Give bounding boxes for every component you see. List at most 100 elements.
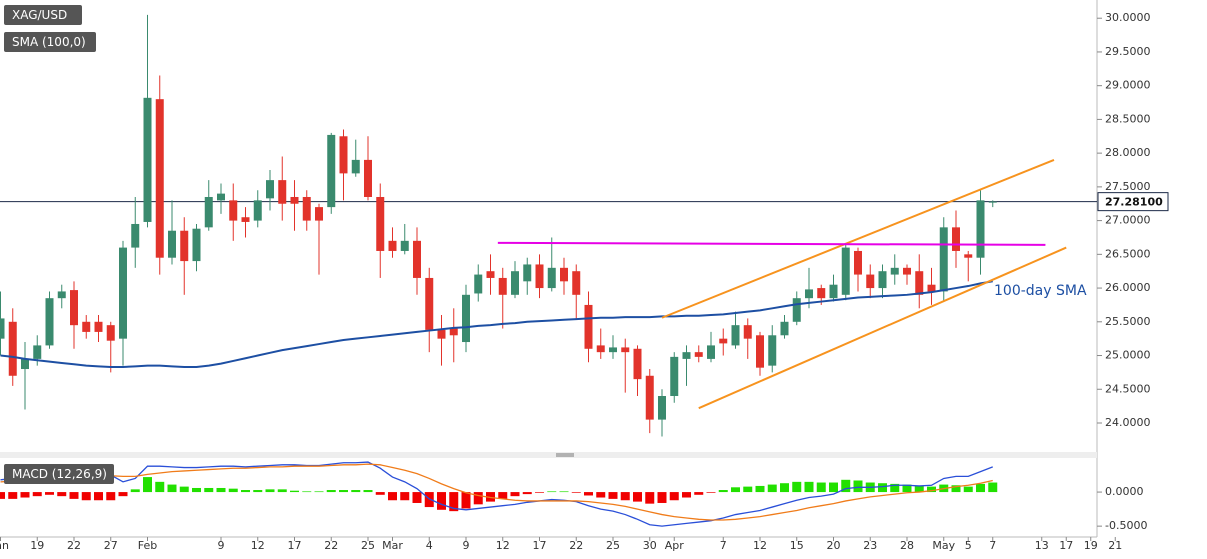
candle-body [253,200,262,221]
candle-body [633,348,642,380]
x-tick-label: 27 [104,539,118,552]
y-tick-label: 27.0000 [1105,214,1151,227]
histogram-bar [216,487,226,493]
candle-body [596,345,605,353]
x-tick-label: May [932,539,955,552]
x-tick-label: 20 [827,539,841,552]
histogram-bar [767,484,777,493]
x-tick-label: 12 [753,539,767,552]
candle-body [817,288,826,299]
divider-handle[interactable] [556,453,574,457]
candle-body [229,200,238,221]
histogram-bar [32,492,42,497]
candle-body [756,335,764,368]
histogram-bar [571,492,581,493]
histogram-bar [878,483,887,493]
last-price-label: 27.28100 [1105,196,1163,209]
candle-body [829,284,838,299]
x-tick-label: 7 [720,539,727,552]
x-tick-label: 25 [606,539,620,552]
x-tick-label: 28 [900,539,914,552]
candle-body [400,240,409,251]
histogram-bar [277,489,287,493]
histogram-bar [535,492,544,493]
candle-body [682,352,691,359]
histogram-bar [314,491,324,493]
candle-body [621,347,630,353]
histogram-bar [890,483,900,493]
candle-body [535,264,544,289]
histogram-bar [963,486,973,493]
macd-panel [0,461,998,527]
candle-body [694,352,703,357]
histogram-bar [841,479,851,493]
y-tick-label: 30.0000 [1105,11,1151,24]
candle-body [645,375,654,420]
candle-body [964,254,973,258]
symbol-tag-bg [4,5,82,25]
candle-body [486,271,495,278]
y-tick-label: 27.5000 [1105,180,1151,193]
symbol-tag: XAG/USD [12,8,67,22]
histogram-bar [69,492,79,499]
histogram-bar [792,481,802,493]
histogram-bar [816,482,826,493]
sma-line [0,280,993,368]
y-tick-label: 24.0000 [1105,416,1151,429]
histogram-bar [682,492,691,498]
histogram-bar [204,487,214,493]
candle-body [462,294,470,343]
x-tick-label: 9 [463,539,470,552]
histogram-bar [522,492,532,495]
sma-tag: SMA (100,0) [12,35,86,49]
candle-body [204,196,213,228]
trend-line [497,241,1046,246]
histogram-bar [179,486,189,493]
histogram-bar [375,492,385,495]
candle-body [511,271,519,295]
candle-body [413,240,421,278]
candle-body [131,223,140,248]
candle-body [351,159,360,174]
y-tick-label: 28.5000 [1105,112,1151,125]
candle-body [976,200,985,258]
histogram-bar [265,489,275,493]
histogram-bar [731,487,740,493]
histogram-bar [620,492,630,501]
histogram-bar [473,492,483,505]
candle-body [988,201,997,203]
candle-body [266,180,274,199]
candle-body [560,267,568,282]
histogram-bar [363,490,373,493]
histogram-bar [0,492,5,499]
histogram-bar [449,492,459,512]
candle-body [547,267,556,289]
histogram-bar [829,482,838,493]
histogram-bar [106,492,116,501]
candle-body [82,321,91,332]
histogram-bar [241,490,250,493]
candle-body [180,230,189,262]
signal-line [0,463,993,521]
y-tick-label: 24.5000 [1105,382,1151,395]
candle-body [302,196,311,221]
histogram-bar [143,477,152,493]
x-tick-label: 13 [1035,539,1049,552]
candle-body [0,318,5,339]
x-tick-label: 22 [67,539,81,552]
candle-body [94,321,103,332]
macd-line [0,461,993,527]
histogram-bar [228,488,238,493]
x-tick-label: 17 [1059,539,1073,552]
histogram-bar [988,482,998,493]
candle-body [805,289,813,299]
histogram-bar [584,492,593,496]
histogram-bar [976,483,985,493]
x-tick-label: Apr [665,539,685,552]
axes: 24.0000 24.5000 25.0000 25.5000 26.0000 26.50… [0,11,1169,552]
sma-tag-bg [4,32,96,52]
histogram-bar [804,481,814,493]
histogram-bar [45,492,54,495]
candle-body [376,196,385,251]
